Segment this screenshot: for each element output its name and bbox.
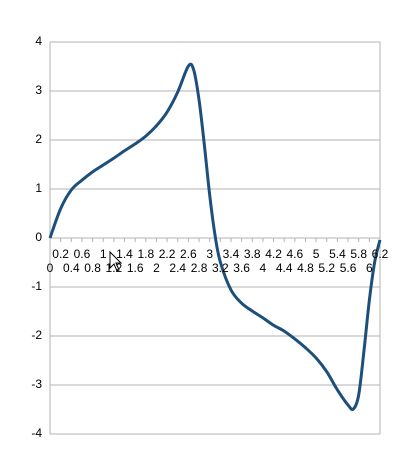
x-tick-label: 6.2 <box>372 247 389 261</box>
mouse-cursor <box>109 250 123 272</box>
x-tick-label: 2.6 <box>180 247 197 261</box>
y-tick-label: 1 <box>35 181 42 195</box>
y-tick-label: 4 <box>35 34 42 48</box>
y-tick-label: -1 <box>31 279 42 293</box>
y-tick-label: 0 <box>35 230 42 244</box>
x-tick-label: 2.4 <box>169 261 186 275</box>
y-tick-label: -2 <box>31 328 42 342</box>
x-tick-label: 5.8 <box>350 247 367 261</box>
x-tick-label: 6 <box>366 261 373 275</box>
x-tick-label: 2.2 <box>159 247 176 261</box>
x-tick-label: 2.8 <box>191 261 208 275</box>
x-tick-label: 0.2 <box>52 247 69 261</box>
x-tick-label: 3.2 <box>212 261 229 275</box>
x-tick-label: 1.8 <box>137 247 154 261</box>
y-tick-label: -4 <box>31 426 42 440</box>
x-tick-label: 4.4 <box>276 261 293 275</box>
series-line <box>48 62 382 412</box>
x-tick-label: 0.8 <box>84 261 101 275</box>
x-tick-label: 4 <box>260 261 267 275</box>
x-tick-label: 1.4 <box>116 247 133 261</box>
x-tick-label: 5 <box>313 247 320 261</box>
x-tick-label: 0.6 <box>74 247 91 261</box>
x-tick-label: 3.4 <box>223 247 240 261</box>
x-tick-label: 5.6 <box>340 261 357 275</box>
x-tick-label: 3.6 <box>233 261 250 275</box>
x-tick-label: 2 <box>153 261 160 275</box>
x-tick-label: 1 <box>100 247 107 261</box>
x-tick-label: 5.2 <box>318 261 335 275</box>
y-tick-label: 3 <box>35 83 42 97</box>
x-tick-label: 0.4 <box>63 261 80 275</box>
x-tick-label: 1.2 <box>106 261 123 275</box>
x-tick-label: 4.8 <box>297 261 314 275</box>
y-tick-label: -3 <box>31 377 42 391</box>
x-tick-label: 4.6 <box>286 247 303 261</box>
x-tick-label: 3.8 <box>244 247 261 261</box>
x-tick-label: 5.4 <box>329 247 346 261</box>
x-tick-label: 1.6 <box>127 261 144 275</box>
x-tick-label: 4.2 <box>265 247 282 261</box>
y-tick-label: 2 <box>35 132 42 146</box>
plot-area <box>48 62 382 412</box>
x-tick-label: 0 <box>47 261 54 275</box>
x-tick-label: 3 <box>206 247 213 261</box>
